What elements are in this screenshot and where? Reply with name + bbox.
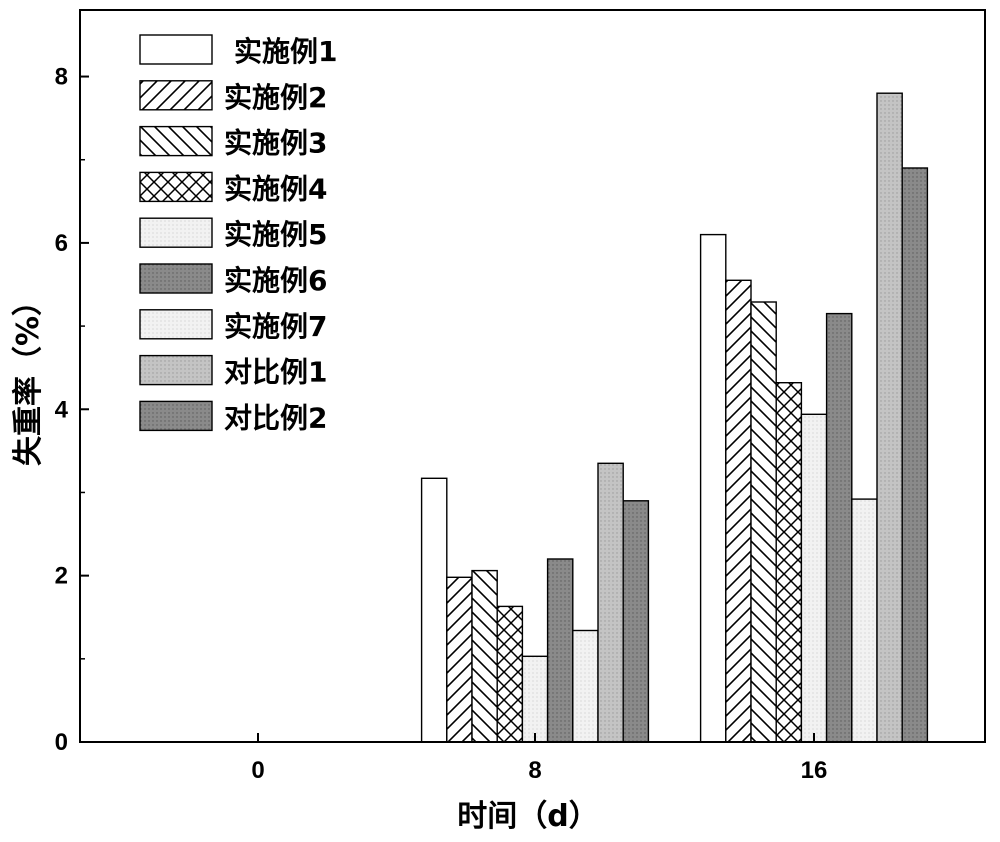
bar-7-16: [851, 498, 878, 743]
y-axis: 0 2 4 6 8: [55, 64, 89, 756]
x-tick-label: 0: [251, 757, 264, 784]
legend-swatch-4: [139, 171, 213, 203]
x-axis: 0 8 16: [251, 733, 827, 784]
bar-8-16: [876, 92, 903, 743]
bar-4-8: [496, 605, 524, 743]
legend-label-3: 实施例3: [224, 127, 327, 160]
legend-swatch-8: [139, 354, 213, 386]
bar-8-8: [597, 462, 624, 743]
bar-3-16: [750, 301, 777, 743]
bar-1-16: [699, 233, 727, 743]
bars-group: [420, 92, 929, 743]
bar-6-8: [546, 558, 574, 743]
y-tick-label: 2: [55, 563, 68, 590]
legend: 实施例1 实施例2 实施例3 实施例4 实施例5 实施例6 实施例7 对比例1 对比例2: [139, 34, 337, 434]
legend-label-2: 实施例2: [224, 81, 327, 114]
legend-swatch-7: [139, 309, 213, 340]
legend-label-9: 对比例2: [224, 401, 327, 434]
legend-swatch-5: [139, 217, 213, 248]
bar-9-8: [622, 500, 650, 743]
legend-label-5: 实施例5: [224, 218, 327, 251]
bar-9-16: [901, 167, 929, 743]
bar-7-8: [572, 629, 599, 743]
bar-5-16: [800, 413, 828, 743]
y-tick-label: 6: [55, 230, 68, 257]
y-tick-label: 8: [55, 64, 68, 91]
legend-swatch-3: [139, 125, 213, 157]
legend-label-7: 实施例7: [224, 310, 327, 343]
x-tick-label: 8: [528, 757, 541, 784]
bar-5-8: [521, 655, 549, 743]
legend-label-4: 实施例4: [224, 172, 327, 205]
legend-label-6: 实施例6: [224, 264, 327, 297]
legend-swatch-1: [139, 34, 213, 65]
legend-swatch-9: [139, 400, 213, 432]
y-tick-label: 0: [55, 729, 68, 756]
bar-4-16: [775, 382, 803, 743]
bar-2-16: [725, 279, 752, 743]
legend-label-8: 对比例1: [224, 356, 327, 389]
legend-swatch-6: [139, 263, 213, 294]
y-tick-label: 4: [55, 396, 69, 423]
y-axis-title: 失重率（%）: [11, 286, 46, 466]
bar-6-16: [825, 312, 853, 743]
bar-2-8: [446, 576, 473, 743]
bar-1-8: [420, 477, 448, 743]
x-tick-label: 16: [801, 757, 828, 784]
plot-frame: [79, 9, 986, 743]
bar-3-8: [471, 569, 498, 743]
legend-swatch-2: [139, 80, 213, 111]
x-axis-title: 时间（d）: [457, 799, 598, 834]
legend-label-1: 实施例1: [234, 35, 337, 68]
